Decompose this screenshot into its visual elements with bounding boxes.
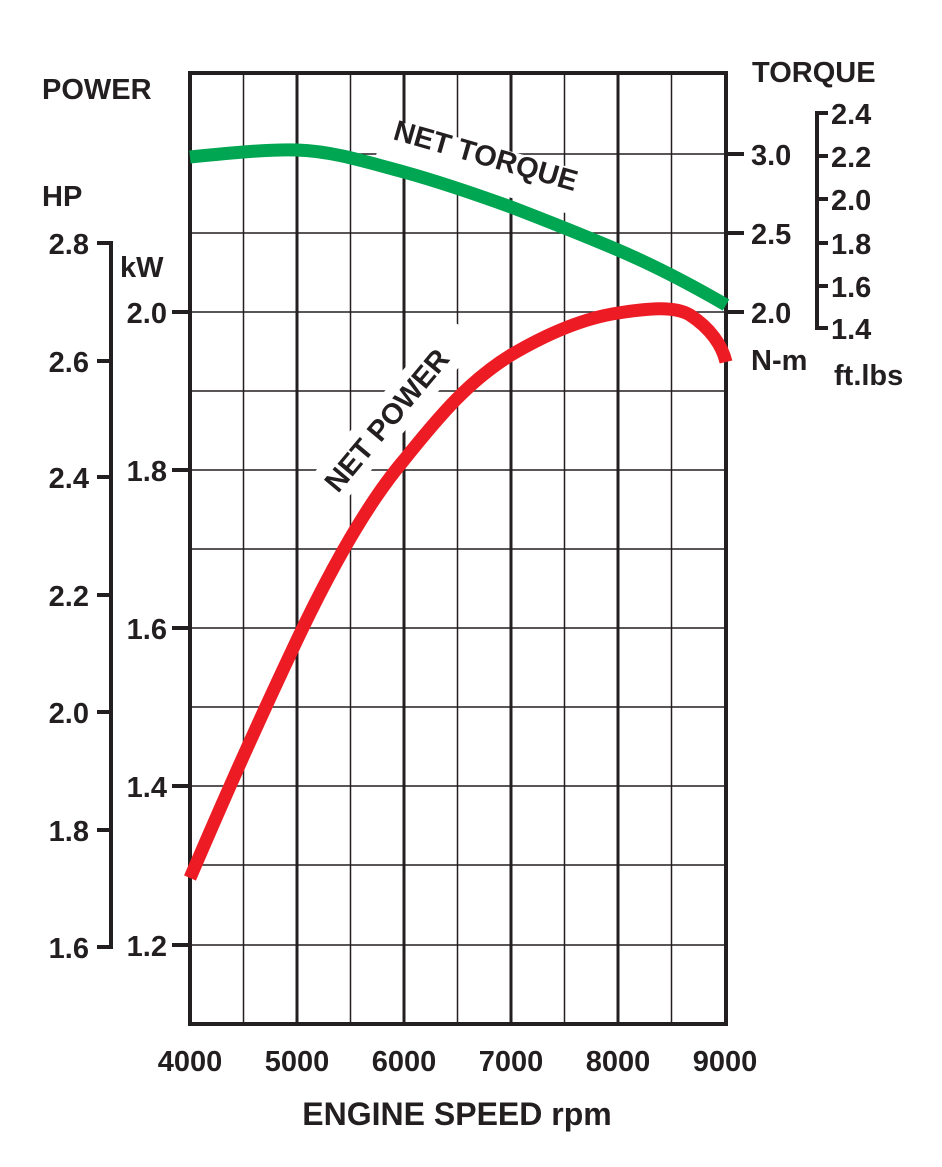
nm-axis-ticks (724, 152, 744, 314)
label-knockouts (312, 118, 610, 500)
svg-text:2.6: 2.6 (49, 347, 89, 379)
svg-text:1.2: 1.2 (127, 931, 167, 963)
svg-text:1.6: 1.6 (49, 933, 89, 965)
svg-text:7000: 7000 (479, 1046, 544, 1078)
ftlbs-tick-labels: 2.4 2.2 2.0 1.8 1.6 1.4 (831, 99, 871, 346)
svg-text:1.4: 1.4 (127, 772, 167, 804)
kw-tick-labels: 2.0 1.8 1.6 1.4 1.2 (127, 298, 167, 963)
net-power-curve (184, 302, 733, 881)
x-tick-labels: 4000 5000 6000 7000 8000 9000 (158, 1046, 758, 1078)
torque-axis-title: TORQUE (752, 57, 876, 89)
svg-text:2.5: 2.5 (751, 219, 791, 251)
plot-frame (188, 71, 728, 1026)
nm-tick-labels: 3.0 2.5 2.0 (751, 140, 791, 330)
svg-text:2.4: 2.4 (49, 463, 89, 495)
ftlbs-unit-label: ft.lbs (834, 360, 903, 392)
net-torque-curve (189, 143, 730, 311)
svg-text:8000: 8000 (586, 1046, 651, 1078)
svg-text:6000: 6000 (372, 1046, 437, 1078)
svg-text:2.2: 2.2 (831, 142, 871, 174)
svg-text:1.8: 1.8 (49, 816, 89, 848)
hp-tick-labels: 2.8 2.6 2.4 2.2 2.0 1.8 1.6 (49, 229, 89, 965)
kw-unit-label: kW (120, 252, 164, 284)
nm-unit-label: N-m (751, 345, 807, 377)
hp-unit-label: HP (42, 181, 82, 213)
x-axis-title: ENGINE SPEED rpm (302, 1096, 611, 1132)
svg-text:1.6: 1.6 (831, 272, 871, 304)
svg-text:1.6: 1.6 (127, 614, 167, 646)
svg-text:1.4: 1.4 (831, 314, 871, 346)
svg-text:1.8: 1.8 (831, 229, 871, 261)
svg-text:2.4: 2.4 (831, 99, 871, 131)
svg-text:3.0: 3.0 (751, 140, 791, 172)
svg-text:2.0: 2.0 (831, 185, 871, 217)
svg-text:5000: 5000 (265, 1046, 330, 1078)
svg-text:1.8: 1.8 (127, 456, 167, 488)
ftlbs-axis (815, 111, 828, 330)
svg-text:4000: 4000 (158, 1046, 223, 1078)
hp-axis (97, 241, 113, 949)
power-axis-title: POWER (42, 74, 152, 106)
svg-text:2.8: 2.8 (49, 229, 89, 261)
svg-text:2.0: 2.0 (751, 298, 791, 330)
svg-text:2.0: 2.0 (49, 698, 89, 730)
svg-text:9000: 9000 (693, 1046, 758, 1078)
kw-axis-ticks (172, 310, 192, 947)
svg-text:2.0: 2.0 (127, 298, 167, 330)
svg-text:2.2: 2.2 (49, 581, 89, 613)
